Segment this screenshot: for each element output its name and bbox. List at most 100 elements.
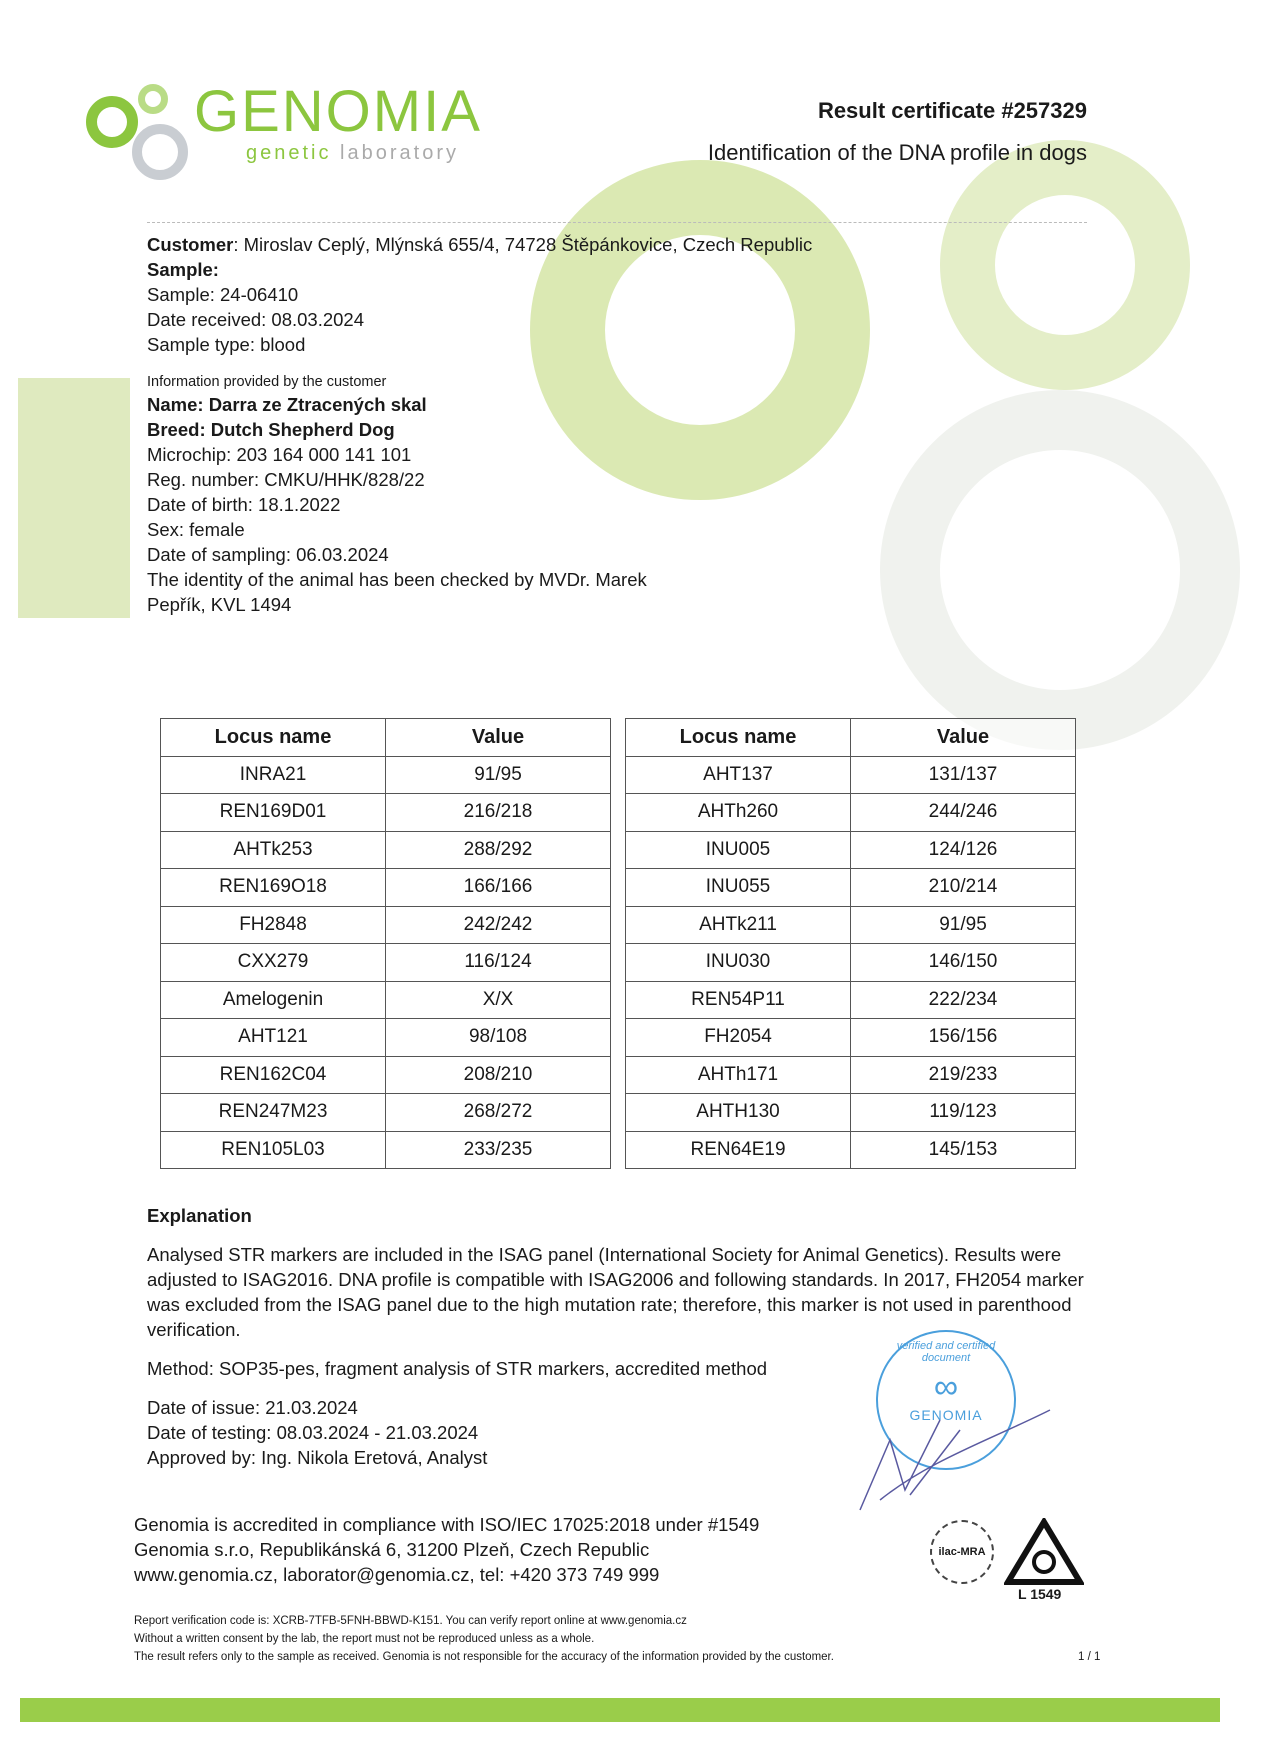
table-row: FH2848 242/242 AHTk211 91/95 <box>160 905 1076 944</box>
table-row: REN247M23 268/272 AHTH130 119/123 <box>160 1093 1076 1132</box>
microchip: Microchip: 203 164 000 141 101 <box>147 444 412 465</box>
locus-value: 242/242 <box>385 905 611 944</box>
locus-value: 116/124 <box>385 943 611 982</box>
col-header: Locus name <box>625 718 851 757</box>
col-header: Locus name <box>160 718 386 757</box>
explanation-heading: Explanation <box>147 1205 252 1226</box>
locus-name: AHTH130 <box>625 1093 851 1132</box>
locus-value: 124/126 <box>850 830 1076 869</box>
locus-value: 219/233 <box>850 1055 1076 1094</box>
explanation-text: Analysed STR markers are included in the… <box>147 1244 1084 1340</box>
column-gap <box>610 906 626 944</box>
identity-check-cont: Pepřík, KVL 1494 <box>147 594 292 615</box>
logo-ring-icon <box>132 124 188 180</box>
locus-value: 98/108 <box>385 1018 611 1057</box>
decorative-ring <box>940 140 1190 390</box>
locus-value: 208/210 <box>385 1055 611 1094</box>
locus-name: REN162C04 <box>160 1055 386 1094</box>
locus-name: INU055 <box>625 868 851 907</box>
locus-name: AHT121 <box>160 1018 386 1057</box>
verification-code: Report verification code is: XCRB-7TFB-5… <box>134 1615 687 1627</box>
certification-stamp: verified and certified document ∞ GENOMI… <box>876 1330 1016 1470</box>
locus-value: 145/153 <box>850 1130 1076 1169</box>
locus-name: REN169D01 <box>160 793 386 832</box>
responsibility-note: The result refers only to the sample as … <box>134 1651 834 1663</box>
table-row: REN169O18 166/166 INU055 210/214 <box>160 868 1076 907</box>
sample-id: Sample: 24-06410 <box>147 284 299 305</box>
locus-name: AHTk253 <box>160 830 386 869</box>
decorative-ring <box>880 390 1240 750</box>
col-header: Value <box>385 718 611 757</box>
column-gap <box>610 943 626 981</box>
ilac-text: ilac-MRA <box>938 1546 986 1558</box>
column-gap <box>610 1056 626 1094</box>
locus-value: 119/123 <box>850 1093 1076 1132</box>
date-of-sampling: Date of sampling: 06.03.2024 <box>147 544 389 565</box>
locus-value: 131/137 <box>850 755 1076 794</box>
dna-profile-table: Locus name Value Locus name Value INRA21… <box>160 718 1076 1169</box>
cai-triangle-logo <box>1004 1518 1084 1585</box>
animal-breed: Breed: Dutch Shepherd Dog <box>147 419 395 440</box>
certificate-title: Result certificate #257329 <box>817 98 1087 123</box>
customer-line: Customer: Miroslav Ceplý, Mlýnská 655/4,… <box>147 232 812 257</box>
table-row: CXX279 116/124 INU030 146/150 <box>160 943 1076 982</box>
locus-name: AHTk211 <box>625 905 851 944</box>
logo: GENOMIA genetic laboratory <box>86 79 526 184</box>
locus-value: 146/150 <box>850 943 1076 982</box>
accreditation-line: Genomia is accredited in compliance with… <box>134 1514 760 1535</box>
column-gap <box>610 756 626 794</box>
logo-tagline-a: genetic <box>246 142 332 164</box>
table-header: Locus name Value Locus name Value <box>160 718 1076 757</box>
locus-value: 210/214 <box>850 868 1076 907</box>
locus-name: CXX279 <box>160 943 386 982</box>
date-received: Date received: 08.03.2024 <box>147 309 365 330</box>
lab-number: L 1549 <box>1018 1586 1062 1602</box>
stamp-brand: GENOMIA <box>909 1407 983 1423</box>
locus-value: 222/234 <box>850 980 1076 1019</box>
customer-label: Customer <box>147 234 234 255</box>
page-number: 1 / 1 <box>1078 1651 1101 1663</box>
locus-name: REN247M23 <box>160 1093 386 1132</box>
stamp-logo-icon: ∞ <box>933 1368 959 1406</box>
date-of-birth: Date of birth: 18.1.2022 <box>147 494 341 515</box>
table-row: AHT121 98/108 FH2054 156/156 <box>160 1018 1076 1057</box>
footer-bar <box>20 1698 1220 1722</box>
col-header: Value <box>850 718 1076 757</box>
method: Method: SOP35-pes, fragment analysis of … <box>147 1358 768 1379</box>
locus-value: 268/272 <box>385 1093 611 1132</box>
logo-ring-icon <box>138 84 168 114</box>
ilac-logo: ilac-MRA <box>930 1520 994 1584</box>
column-gap <box>610 793 626 831</box>
table-row: REN105L03 233/235 REN64E19 145/153 <box>160 1130 1076 1169</box>
date-of-issue: Date of issue: 21.03.2024 <box>147 1397 358 1418</box>
table-row: REN162C04 208/210 AHTh171 219/233 <box>160 1055 1076 1094</box>
locus-name: REN169O18 <box>160 868 386 907</box>
locus-name: INU030 <box>625 943 851 982</box>
locus-name: AHT137 <box>625 755 851 794</box>
column-gap <box>610 718 626 756</box>
column-gap <box>610 868 626 906</box>
table-row: REN169D01 216/218 AHTh260 244/246 <box>160 793 1076 832</box>
logo-tagline-b: laboratory <box>331 142 459 164</box>
approved-by: Approved by: Ing. Nikola Eretová, Analys… <box>147 1447 488 1468</box>
locus-name: INU005 <box>625 830 851 869</box>
contact-line: www.genomia.cz, laborator@genomia.cz, te… <box>134 1564 660 1585</box>
sample-heading: Sample: <box>147 259 219 280</box>
locus-value: 156/156 <box>850 1018 1076 1057</box>
identity-check: The identity of the animal has been chec… <box>147 569 647 590</box>
header-divider <box>147 222 1087 223</box>
info-intro: Information provided by the customer <box>147 374 387 390</box>
date-of-testing: Date of testing: 08.03.2024 - 21.03.2024 <box>147 1422 479 1443</box>
table-row: Amelogenin X/X REN54P11 222/234 <box>160 980 1076 1019</box>
locus-name: REN54P11 <box>625 980 851 1019</box>
column-gap <box>610 1018 626 1056</box>
column-gap <box>610 1093 626 1131</box>
locus-value: 288/292 <box>385 830 611 869</box>
locus-value: 91/95 <box>385 755 611 794</box>
address-line: Genomia s.r.o, Republikánská 6, 31200 Pl… <box>134 1539 650 1560</box>
locus-value: 91/95 <box>850 905 1076 944</box>
certificate-subtitle: Identification of the DNA profile in dog… <box>707 140 1087 165</box>
reg-number: Reg. number: CMKU/HHK/828/22 <box>147 469 425 490</box>
customer-value: : Miroslav Ceplý, Mlýnská 655/4, 74728 Š… <box>233 234 813 255</box>
locus-value: 244/246 <box>850 793 1076 832</box>
